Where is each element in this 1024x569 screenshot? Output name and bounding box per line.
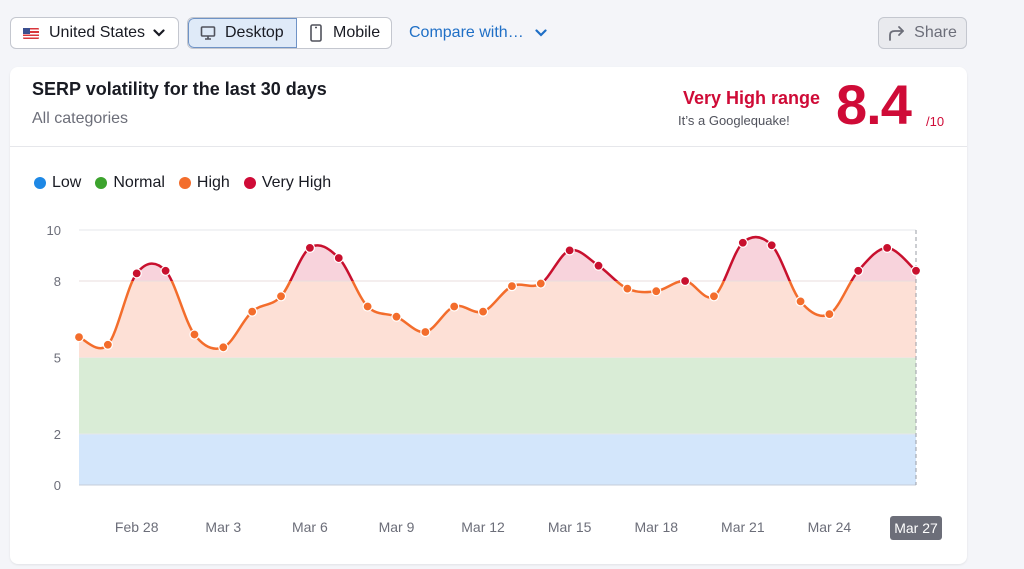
x-tick-label: Mar 24 (808, 519, 852, 535)
compare-label: Compare with… (409, 24, 524, 41)
category-label: All categories (32, 110, 129, 127)
legend-dot-icon (34, 177, 46, 189)
data-point[interactable] (651, 286, 662, 297)
chart-legend: Low Normal High Very High (34, 174, 331, 192)
chevron-down-icon (152, 26, 166, 40)
range-label: Very High range (682, 88, 820, 108)
y-tick-label: 10 (47, 223, 61, 238)
x-tick-label: Mar 21 (721, 519, 765, 535)
legend-label: Low (52, 174, 82, 191)
band-low (79, 434, 916, 485)
y-tick-label: 8 (54, 274, 61, 289)
x-tick-label: Mar 3 (205, 519, 241, 535)
x-tick-label: Mar 6 (292, 519, 328, 535)
device-toggle: Desktop Mobile (187, 17, 392, 49)
us-flag-icon (23, 27, 39, 39)
data-point[interactable] (593, 260, 604, 271)
device-desktop-button[interactable]: Desktop (188, 18, 297, 48)
band-normal (79, 357, 916, 434)
legend-dot-icon (178, 177, 191, 189)
legend-label: High (196, 174, 230, 191)
legend-item-normal[interactable]: Normal (95, 174, 165, 192)
data-point[interactable] (449, 301, 460, 312)
data-point[interactable] (680, 275, 691, 287)
data-point[interactable] (853, 265, 864, 276)
legend-item-high[interactable]: High (178, 174, 230, 192)
data-point[interactable] (766, 240, 777, 251)
legend-dot-icon (243, 177, 256, 189)
data-point[interactable] (564, 245, 575, 256)
data-point[interactable] (160, 265, 171, 276)
device-mobile-button[interactable]: Mobile (297, 18, 390, 48)
mobile-icon (307, 24, 325, 42)
series-line-high (78, 281, 853, 350)
share-label: Share (914, 24, 957, 41)
data-point[interactable] (622, 283, 633, 294)
score-max: /10 (926, 114, 945, 129)
desktop-icon (199, 24, 217, 42)
y-tick-label: 2 (54, 427, 61, 442)
volatility-chart[interactable]: 0 2 5 8 10 Feb 28 Mar 3 Mar 6 Mar 9 Mar 12 Mar 15 M… (10, 67, 967, 564)
x-tick-label: Feb 28 (115, 519, 159, 535)
desktop-label: Desktop (225, 24, 284, 41)
legend-dot-icon (95, 177, 108, 189)
compare-with-dropdown[interactable]: Compare with… (409, 17, 548, 49)
area-high (79, 281, 916, 358)
mobile-label: Mobile (333, 24, 381, 41)
data-point[interactable] (275, 291, 287, 302)
data-point[interactable] (218, 342, 229, 353)
data-point[interactable] (102, 339, 113, 350)
data-point[interactable] (477, 306, 489, 317)
y-tick-label: 5 (54, 351, 61, 366)
data-point[interactable] (795, 296, 806, 307)
volatility-score: 8.4 (836, 73, 912, 136)
data-point[interactable] (362, 301, 373, 312)
data-point[interactable] (420, 326, 431, 338)
data-point[interactable] (304, 242, 315, 253)
data-point[interactable] (333, 252, 344, 264)
y-tick-label: 0 (54, 478, 61, 493)
x-tick-label: Mar 9 (379, 519, 415, 535)
data-point[interactable] (708, 291, 720, 302)
data-point[interactable] (824, 309, 835, 320)
x-tick-label: Mar 12 (461, 519, 505, 535)
selected-date-badge: Mar 27 (890, 516, 942, 540)
country-select[interactable]: United States (10, 17, 179, 49)
data-point[interactable] (73, 332, 85, 343)
x-tick-label: Mar 18 (634, 519, 678, 535)
x-tick-label: Mar 15 (548, 519, 592, 535)
data-point[interactable] (391, 311, 402, 322)
range-description: It’s a Googlequake! (678, 113, 790, 128)
toolbar: United States Desktop Mobile Compare wit… (10, 17, 1024, 49)
legend-label: Very High (261, 174, 332, 191)
card-header: SERP volatility for the last 30 days All… (10, 67, 967, 147)
volatility-card: SERP volatility for the last 30 days All… (10, 67, 967, 564)
card-title: SERP volatility for the last 30 days (32, 79, 327, 99)
area-very-high (132, 237, 916, 281)
legend-label: Normal (113, 174, 165, 191)
chevron-down-icon (534, 26, 548, 40)
data-point[interactable] (247, 306, 258, 317)
data-point[interactable] (737, 237, 748, 248)
data-point[interactable] (189, 329, 200, 340)
legend-item-very-high[interactable]: Very High (243, 174, 332, 192)
legend-item-low[interactable]: Low (34, 174, 81, 192)
series-line-very-high (131, 235, 917, 281)
share-arrow-icon (888, 24, 906, 42)
data-point[interactable] (131, 268, 142, 279)
data-point[interactable] (506, 281, 518, 292)
data-point[interactable] (910, 265, 922, 276)
share-button[interactable]: Share (878, 17, 967, 49)
data-point[interactable] (882, 242, 893, 253)
country-label: United States (49, 24, 146, 41)
data-point[interactable] (535, 278, 546, 289)
